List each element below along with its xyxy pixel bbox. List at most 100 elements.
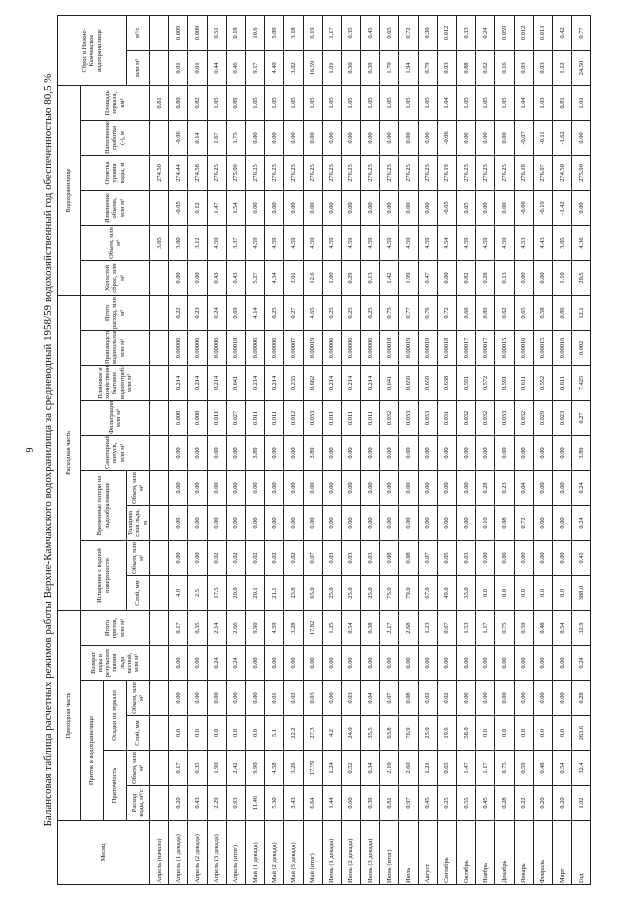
- value-cell: 1.17: [322, 15, 342, 51]
- value-cell: 0.24: [571, 645, 591, 681]
- value-cell: -0.06: [168, 120, 188, 156]
- value-cell: 0.22: [168, 295, 188, 331]
- value-cell: 0.00: [437, 505, 457, 541]
- value-cell: 0.552: [533, 365, 553, 401]
- value-cell: 1.03: [533, 85, 553, 121]
- value-cell: 0.00: [533, 680, 553, 716]
- value-cell: 1.25: [322, 610, 342, 646]
- value-cell: 276.07: [533, 155, 553, 191]
- value-cell: 0.05: [437, 540, 457, 576]
- value-cell: 0.23: [494, 470, 515, 506]
- value-cell: 0.032: [456, 400, 476, 436]
- header-cell: Водохранилище: [57, 85, 81, 296]
- value-cell: 0.00: [207, 680, 227, 716]
- value-cell: 3.28: [283, 610, 303, 646]
- value-cell: 0.214: [360, 365, 380, 401]
- value-cell: 0.00: [533, 470, 553, 506]
- value-cell: 5.09: [264, 15, 284, 51]
- value-cell: 0.24: [571, 505, 591, 541]
- value-cell: 24.0: [341, 715, 361, 751]
- value-cell: 0.00: [437, 645, 457, 681]
- value-cell: 0.00: [245, 645, 265, 681]
- header-cell: Слой, мм: [126, 575, 150, 611]
- header-cell: Месяц: [57, 820, 150, 885]
- value-cell: 0.97: [398, 785, 419, 821]
- value-cell: 275.90: [571, 155, 591, 191]
- value-cell: 0.00: [226, 470, 246, 506]
- value-cell: 0.002: [571, 330, 591, 366]
- value-cell: 0.02: [264, 540, 284, 576]
- value-cell: 274.50: [552, 155, 572, 191]
- value-cell: 276.25: [398, 155, 419, 191]
- value-cell: -0.10: [533, 190, 553, 226]
- header-cell: Объем, млн м³: [126, 680, 150, 716]
- value-cell: 58.0: [456, 715, 476, 751]
- value-cell: 0.28: [475, 470, 495, 506]
- value-cell: [149, 680, 169, 716]
- value-cell: 32.4: [571, 750, 591, 786]
- month-cell: Июнь (3 декада): [360, 820, 380, 885]
- value-cell: 0.00: [322, 435, 342, 471]
- value-cell: 0.00: [168, 470, 188, 506]
- value-cell: 1.05: [360, 85, 380, 121]
- value-cell: 0.82: [456, 260, 476, 296]
- value-cell: 4.65: [303, 295, 323, 331]
- value-cell: 0.07: [379, 680, 399, 716]
- value-cell: 25.0: [360, 575, 380, 611]
- value-cell: 3.12: [187, 225, 208, 261]
- value-cell: 4.59: [494, 225, 515, 261]
- value-cell: 5.27: [245, 260, 265, 296]
- value-cell: 0.00006: [207, 330, 227, 366]
- value-cell: 0.00015: [494, 330, 515, 366]
- value-cell: 0.00: [264, 470, 284, 506]
- header-cell: Толщина слоя льда, м: [126, 505, 150, 541]
- value-cell: 0.04: [514, 470, 534, 506]
- value-cell: 0.00: [341, 505, 361, 541]
- month-cell: Июнь (2 декада): [341, 820, 361, 885]
- value-cell: 1.53: [456, 610, 476, 646]
- value-cell: 0.86: [552, 295, 572, 331]
- value-cell: 0.00016: [514, 330, 534, 366]
- value-cell: 4.59: [456, 225, 476, 261]
- value-cell: 0.00: [322, 645, 342, 681]
- value-cell: 0.00: [418, 505, 438, 541]
- value-cell: 0.00017: [475, 330, 495, 366]
- value-cell: [149, 435, 169, 471]
- header-cell: Объем, млн м³: [80, 225, 150, 261]
- value-cell: 19.6: [437, 715, 457, 751]
- value-cell: 0.00019: [303, 330, 323, 366]
- value-cell: 1.24: [322, 750, 342, 786]
- value-cell: 0.00: [552, 505, 572, 541]
- value-cell: 0.00: [571, 120, 591, 156]
- value-cell: 1.05: [341, 85, 361, 121]
- value-cell: 276.25: [418, 155, 438, 191]
- header-cell: Расходная часть: [57, 295, 81, 611]
- value-cell: 1.05: [283, 85, 303, 121]
- value-cell: 0.00: [245, 680, 265, 716]
- value-cell: 0.00: [187, 505, 208, 541]
- value-cell: 0.00: [187, 470, 208, 506]
- month-cell: Июль: [398, 820, 419, 885]
- value-cell: 0.00: [341, 435, 361, 471]
- month-cell: Май (1 декада): [245, 820, 265, 885]
- value-cell: 1.90: [207, 750, 227, 786]
- value-cell: 0.009: [187, 15, 208, 51]
- value-cell: 0.00: [475, 680, 495, 716]
- header-cell: Отметка уровня воды, м: [80, 155, 150, 191]
- value-cell: 1.04: [514, 85, 534, 121]
- value-cell: 0.00: [514, 680, 534, 716]
- header-cell: Приточность: [103, 750, 127, 821]
- value-cell: 0.00: [552, 540, 572, 576]
- value-cell: 0.00: [264, 505, 284, 541]
- value-cell: 0.05: [456, 190, 476, 226]
- value-cell: [149, 505, 169, 541]
- value-cell: 0.00: [360, 470, 380, 506]
- page-number: 9: [25, 447, 36, 453]
- value-cell: 0.0: [475, 575, 495, 611]
- value-cell: 22.2: [283, 715, 303, 751]
- value-cell: 276.25: [341, 155, 361, 191]
- value-cell: 0.00: [283, 435, 303, 471]
- value-cell: 276.18: [514, 155, 534, 191]
- table-row: Октябрь 0.55 1.47 58.0 0.06 0.00 1.53 33.0 0.03 0…: [456, 15, 476, 885]
- header-cell: Производственное водопользование, млн м³: [80, 330, 150, 366]
